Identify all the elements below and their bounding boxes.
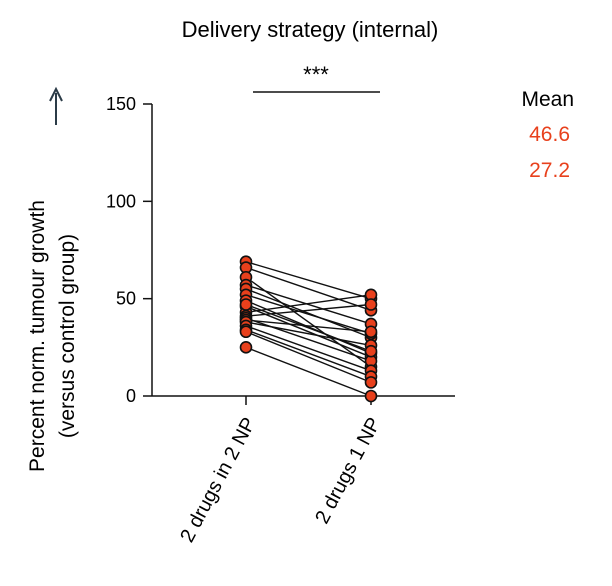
significance-label: *** [303, 62, 329, 87]
y-tick-label: 0 [126, 386, 136, 406]
chart-title: Delivery strategy (internal) [182, 17, 439, 42]
pair-line [245, 299, 372, 354]
pair-line [245, 331, 372, 384]
pair-line [245, 266, 372, 312]
up-arrow-icon [49, 86, 63, 125]
data-point [364, 325, 378, 339]
pair-line [245, 346, 372, 397]
data-point [239, 341, 253, 354]
data-point [364, 298, 378, 311]
mean-value: 46.6 [529, 123, 570, 146]
pair-line [245, 329, 372, 378]
pair-line [245, 284, 372, 325]
y-tick-label: 100 [106, 191, 136, 211]
data-point [364, 389, 378, 403]
x-tick-label: 2 drugs in 2 NP [176, 414, 260, 546]
pair-line [245, 261, 372, 300]
data-point [364, 344, 378, 358]
data-point [239, 298, 253, 311]
y-axis: 0 50 100 150 [106, 94, 153, 406]
y-tick-label: 150 [106, 94, 136, 114]
mean-header: Mean [521, 88, 574, 111]
pair-line [245, 303, 372, 352]
pair-line [245, 294, 372, 335]
pair-line [245, 321, 372, 347]
pair-line [245, 319, 372, 333]
y-axis-label-line2: (versus control group) [56, 234, 79, 438]
data-point [239, 325, 253, 339]
paired-lines [245, 261, 372, 397]
y-axis-label-line1: Percent norm. tumour growth [26, 200, 49, 472]
x-axis: 2 drugs in 2 NP 2 drugs 1 NP [152, 395, 455, 546]
y-axis-label: Percent norm. tumour growth (versus cont… [26, 200, 79, 472]
pair-line [245, 325, 372, 372]
data-point [364, 376, 378, 389]
x-tick-label: 2 drugs 1 NP [311, 414, 385, 527]
pair-line [245, 303, 372, 317]
data-points [239, 255, 378, 403]
mean-value: 27.2 [529, 159, 570, 182]
y-tick-label: 50 [116, 289, 136, 309]
pair-line [245, 294, 372, 313]
